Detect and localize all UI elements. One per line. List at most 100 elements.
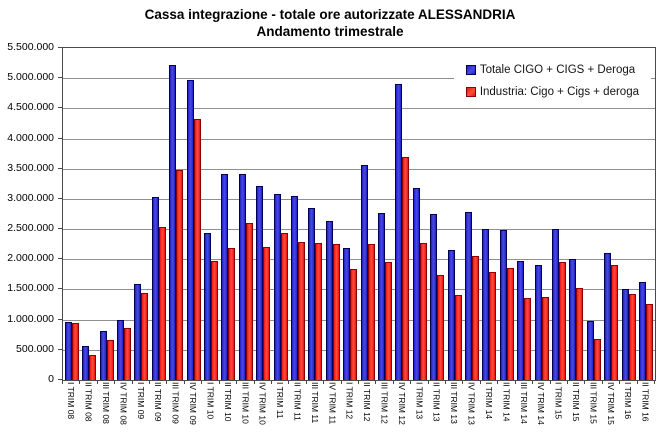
x-axis-tick — [288, 380, 289, 384]
bar-industria — [454, 295, 462, 380]
gridline — [63, 139, 655, 140]
bar-industria — [71, 323, 79, 380]
y-axis-tick — [58, 198, 62, 199]
x-axis-tick-label: II TRIM 11 — [292, 382, 303, 421]
bar-totale — [517, 261, 525, 380]
x-axis-tick-label: III TRIM 11 — [309, 382, 320, 424]
x-axis-tick — [393, 380, 394, 384]
x-axis-tick — [515, 380, 516, 384]
x-axis-label-cell: II TRIM 11 — [288, 382, 305, 425]
x-axis-tick — [375, 380, 376, 384]
bar-group — [376, 48, 393, 380]
bar-industria — [228, 248, 236, 380]
x-axis-tick-label: III TRIM 13 — [449, 382, 460, 424]
x-axis-label-cell: II TRIM 16 — [636, 382, 653, 425]
x-axis-tick-label: I TRIM 12 — [344, 382, 355, 420]
bar-group — [463, 48, 480, 380]
y-axis-tick-label: 0 — [48, 373, 54, 385]
bar-totale — [116, 320, 124, 380]
x-axis-label-cell: III TRIM 10 — [236, 382, 253, 425]
gridline — [63, 320, 655, 321]
x-axis-tick-label: I TRIM 08 — [66, 382, 77, 420]
x-axis-label-cell: I TRIM 08 — [62, 382, 79, 425]
bar-group — [429, 48, 446, 380]
y-axis-tick-label: 3.000.000 — [7, 192, 54, 204]
bar-totale — [569, 259, 577, 380]
bar-industria — [541, 297, 549, 380]
y-axis-tick-label: 1.500.000 — [7, 282, 54, 294]
bar-totale — [412, 188, 420, 380]
legend-swatch-totale-icon — [465, 65, 476, 75]
bar-totale — [256, 186, 264, 380]
bar-industria — [350, 269, 358, 380]
y-axis-tick — [58, 107, 62, 108]
x-axis-label-cell: I TRIM 10 — [201, 382, 218, 425]
x-axis-label-cell: II TRIM 09 — [149, 382, 166, 425]
gridline — [63, 259, 655, 260]
x-axis-tick-label: I TRIM 10 — [205, 382, 216, 420]
bar-industria — [489, 272, 497, 380]
x-axis-tick — [602, 380, 603, 384]
bar-totale — [203, 233, 211, 380]
x-axis-tick-label: I TRIM 09 — [135, 382, 146, 420]
bar-industria — [611, 265, 619, 380]
legend-label: Industria: Cigo + Cigs + deroga — [479, 86, 639, 98]
bar-group — [516, 48, 533, 380]
y-axis-tick-label: 5.000.000 — [7, 71, 54, 83]
bar-industria — [506, 268, 514, 380]
bar-industria — [628, 294, 636, 380]
bar-industria — [210, 261, 218, 380]
y-axis-tick-label: 5.500.000 — [7, 41, 54, 53]
bar-totale — [552, 229, 560, 380]
x-axis-tick — [428, 380, 429, 384]
x-axis-tick-label: IV TRIM 08 — [118, 382, 129, 425]
bar-industria — [297, 242, 305, 380]
bar-group — [394, 48, 411, 380]
bar-industria — [593, 339, 601, 380]
bar-totale — [430, 214, 438, 380]
y-axis-tick-label: 3.500.000 — [7, 162, 54, 174]
bar-series — [63, 48, 655, 380]
x-axis-tick — [462, 380, 463, 384]
gridline — [63, 229, 655, 230]
x-axis-label-cell: II TRIM 13 — [428, 382, 445, 425]
bar-industria — [419, 243, 427, 380]
x-axis-tick-label: IV TRIM 13 — [466, 382, 477, 425]
bar-industria — [123, 328, 131, 380]
y-axis-tick — [58, 168, 62, 169]
x-axis-label-cell: IV TRIM 12 — [393, 382, 410, 425]
x-axis-tick — [114, 380, 115, 384]
x-axis-label-cell: III TRIM 13 — [445, 382, 462, 425]
x-axis-tick — [132, 380, 133, 384]
bar-group — [272, 48, 289, 380]
x-axis-tick — [306, 380, 307, 384]
bar-industria — [385, 262, 393, 380]
y-axis-tick — [58, 288, 62, 289]
bar-totale — [499, 230, 507, 380]
bar-group — [550, 48, 567, 380]
x-axis-tick-label: IV TRIM 12 — [396, 382, 407, 425]
x-axis-label-cell: I TRIM 13 — [410, 382, 427, 425]
bar-group — [220, 48, 237, 380]
gridline — [63, 350, 655, 351]
x-axis-tick — [358, 380, 359, 384]
y-axis-tick — [58, 138, 62, 139]
x-axis-label-cell: IV TRIM 11 — [323, 382, 340, 425]
x-axis-label-cell: II TRIM 12 — [358, 382, 375, 425]
bar-totale — [534, 265, 542, 380]
bar-industria — [106, 340, 114, 380]
x-axis-tick — [584, 380, 585, 384]
bar-totale — [360, 165, 368, 380]
bar-group — [411, 48, 428, 380]
legend-label: Totale CIGO + CIGS + Deroga — [479, 64, 636, 76]
x-axis-labels: I TRIM 08 II TRIM 08 III TRIM 08 IV TRIM 08… — [62, 382, 654, 425]
bar-group — [603, 48, 620, 380]
x-axis-label-cell: III TRIM 11 — [306, 382, 323, 425]
bar-group — [481, 48, 498, 380]
x-axis-tick-label: III TRIM 08 — [101, 382, 112, 424]
x-axis-tick-label: II TRIM 08 — [83, 382, 94, 422]
x-axis-tick-label: IV TRIM 15 — [605, 382, 616, 425]
bar-totale — [186, 80, 194, 380]
x-axis-tick — [480, 380, 481, 384]
